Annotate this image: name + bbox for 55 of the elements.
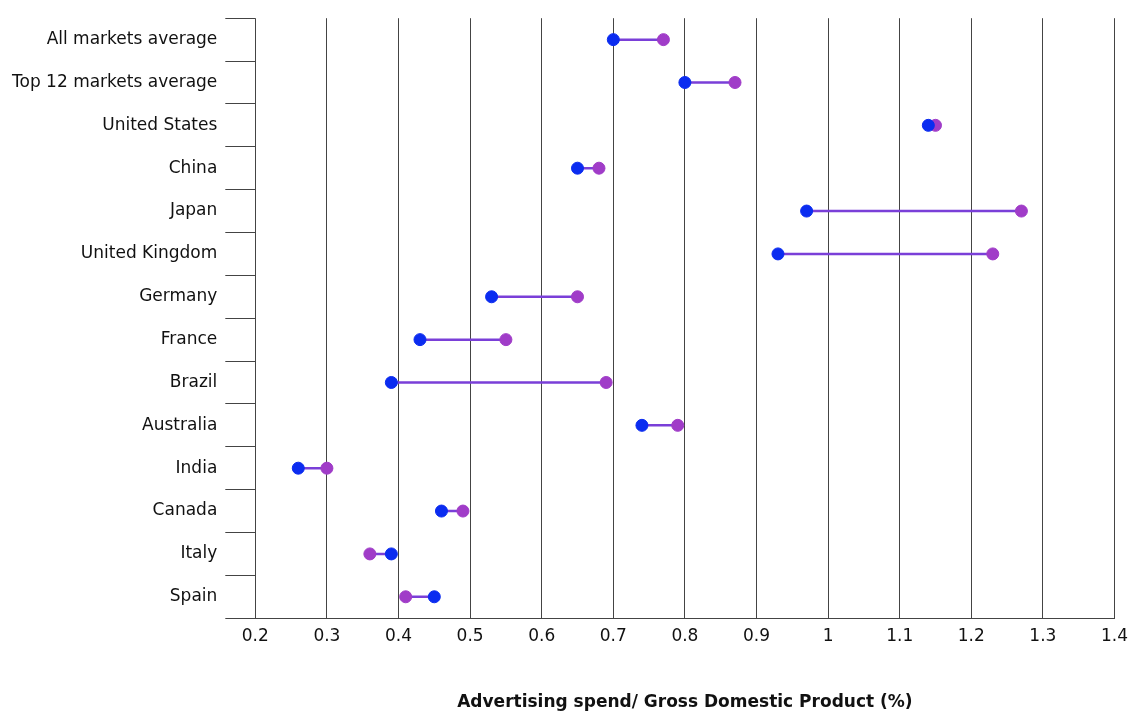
x-tick-label: 1.4 [1100, 624, 1129, 645]
point [363, 547, 377, 561]
point [1014, 204, 1028, 218]
x-axis-title: Advertising spend/ Gross Domestic Product (%) [457, 691, 913, 712]
point [571, 161, 584, 175]
x-tick-label: 0.4 [384, 624, 413, 645]
point [800, 204, 814, 218]
y-tick-label: Italy [180, 542, 218, 563]
y-tick-label: Top 12 markets average [11, 70, 218, 91]
y-tick-label: Canada [152, 499, 218, 520]
y-tick-label: China [168, 156, 218, 177]
point [427, 590, 441, 604]
point [671, 418, 685, 432]
y-tick-label: Germany [139, 285, 218, 306]
x-tick-label: 1.3 [1029, 624, 1057, 645]
point [771, 247, 785, 261]
y-tick-label: United Kingdom [80, 242, 218, 263]
point [599, 375, 613, 389]
point [678, 75, 692, 89]
x-tick-label: 0.7 [599, 624, 627, 645]
y-tick-label: India [175, 456, 218, 477]
point [656, 33, 670, 47]
point [399, 590, 413, 604]
y-tick-label: Australia [142, 413, 218, 434]
point [384, 375, 398, 389]
x-tick-label: 1.2 [957, 624, 985, 645]
y-tick-label: France [160, 328, 218, 349]
point [434, 504, 448, 518]
point [592, 161, 606, 175]
point [986, 247, 1000, 261]
x-tick-label: 0.6 [528, 624, 556, 645]
x-tick-label: 0.3 [313, 624, 341, 645]
point [485, 290, 499, 304]
x-tick-label: 1 [822, 624, 834, 645]
point [291, 461, 305, 475]
x-tick-label: 1.1 [886, 624, 914, 645]
point [635, 418, 649, 432]
y-tick-label: Spain [169, 585, 218, 606]
point [456, 504, 470, 518]
y-tick-label: Brazil [169, 370, 218, 391]
x-tick-label: 0.8 [671, 624, 699, 645]
x-tick-label: 0.9 [742, 624, 771, 645]
y-tick-label: All markets average [46, 28, 218, 49]
point [413, 333, 427, 347]
x-tick-label: 0.2 [241, 624, 269, 645]
point [499, 333, 513, 347]
point [571, 290, 584, 304]
point [606, 33, 620, 47]
point [728, 75, 742, 89]
y-tick-label: United States [102, 113, 218, 134]
x-tick-label: 0.5 [456, 624, 484, 645]
y-tick-label: Japan [168, 199, 218, 220]
point [384, 547, 398, 561]
point [921, 118, 935, 132]
point [320, 461, 334, 475]
